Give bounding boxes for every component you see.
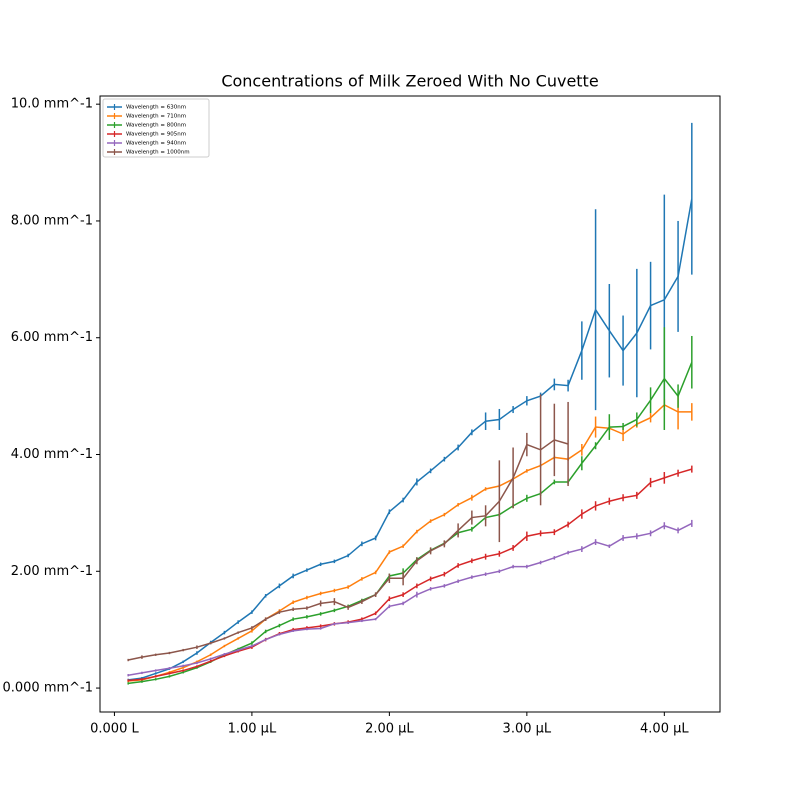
x-tick-label: 1.00 µL <box>228 722 277 737</box>
y-tick-label: 4.00 mm^-1 <box>11 447 93 462</box>
legend-label: Wavelength = 905nm <box>126 132 186 138</box>
x-tick-label: 4.00 µL <box>640 722 689 737</box>
y-tick-label: 0.000 mm^-1 <box>2 681 93 696</box>
legend-label: Wavelength = 940nm <box>126 141 186 147</box>
y-tick-label: 6.00 mm^-1 <box>11 330 93 345</box>
y-tick-label: 8.00 mm^-1 <box>11 213 93 228</box>
x-tick-label: 0.000 L <box>90 722 139 737</box>
series-line <box>128 198 693 681</box>
series-line <box>128 439 569 661</box>
y-tick-label: 10.0 mm^-1 <box>11 97 93 112</box>
y-tick-label: 2.00 mm^-1 <box>11 564 93 579</box>
legend-box <box>102 98 210 158</box>
legend: Wavelength = 630nm Wavelength = 710nm Wave… <box>102 98 210 158</box>
legend-label: Wavelength = 800nm <box>126 123 186 129</box>
series-line <box>128 361 693 685</box>
legend-label: Wavelength = 630nm <box>126 105 186 111</box>
plot-frame <box>99 95 721 713</box>
chart-title: Concentrations of Milk Zeroed With No Cu… <box>221 72 598 91</box>
series-line <box>128 522 693 676</box>
legend-label: Wavelength = 710nm <box>126 114 186 120</box>
series-line <box>128 403 692 682</box>
legend-label: Wavelength = 1000nm <box>126 150 190 156</box>
x-tick-label: 2.00 µL <box>365 722 414 737</box>
x-tick-label: 3.00 µL <box>503 722 552 737</box>
series-line <box>128 468 693 682</box>
